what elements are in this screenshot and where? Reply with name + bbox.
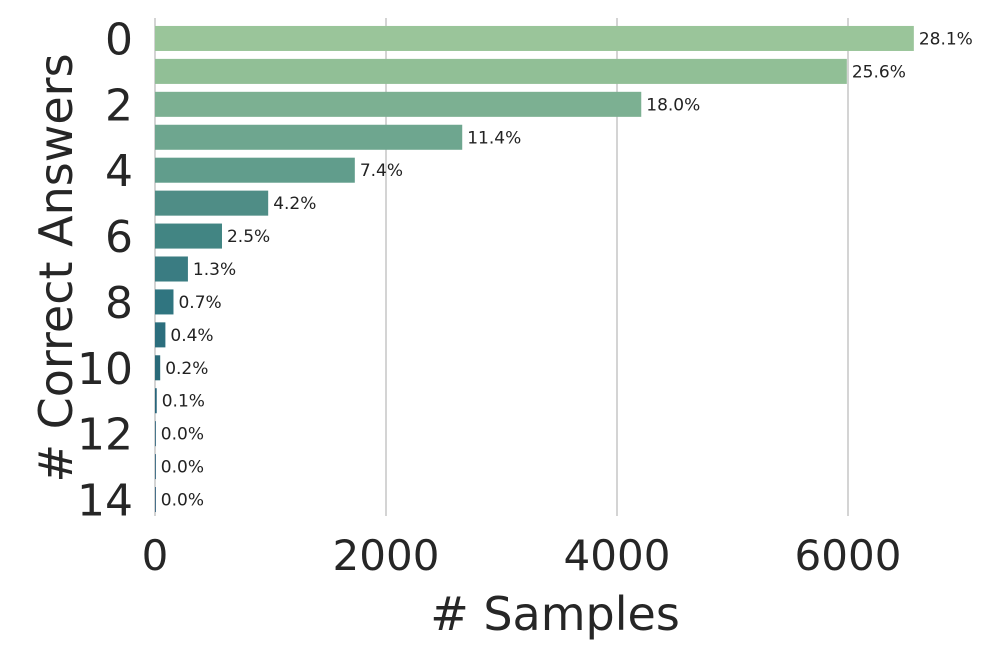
bar-10 — [155, 355, 161, 381]
data-labels: 28.1% 25.6% 18.0% 11.4% 7.4% 4.2%2.5% 1.3% 0.7%… — [161, 29, 973, 510]
data-label-0: 28.1% — [919, 29, 973, 49]
x-tick-2000: 2000 — [333, 531, 440, 580]
y-tick-0: 0 — [105, 14, 133, 65]
bar-11 — [155, 388, 157, 414]
bar-8 — [155, 289, 174, 315]
bar-7 — [155, 256, 188, 282]
x-axis-label: # Samples — [430, 587, 680, 641]
bar-0 — [155, 25, 914, 51]
bar-4 — [155, 157, 355, 183]
data-label-1: 25.6% — [852, 62, 906, 82]
x-tick-labels: 0 2000 4000 6000 — [142, 531, 902, 580]
y-tick-10: 10 — [77, 344, 133, 395]
y-tick-4: 4 — [105, 146, 133, 197]
y-tick-8: 8 — [105, 278, 133, 329]
x-tick-6000: 6000 — [795, 531, 902, 580]
y-tick-12: 12 — [77, 410, 133, 461]
data-label-5: 4.2% — [273, 194, 316, 214]
bar-9 — [155, 322, 166, 348]
data-label-6: 2.5% — [227, 227, 270, 247]
y-tick-2: 2 — [105, 80, 133, 131]
data-label-9: 0.4% — [170, 326, 213, 346]
data-label-2: 18.0% — [646, 95, 700, 115]
x-tick-4000: 4000 — [564, 531, 671, 580]
data-label-12: 0.0% — [161, 425, 204, 445]
bar-6 — [155, 223, 222, 249]
data-label-10: 0.2% — [165, 359, 208, 379]
bar-1 — [155, 58, 847, 84]
data-label-13: 0.0% — [161, 458, 204, 478]
data-label-7: 1.3% — [193, 260, 236, 280]
y-tick-14: 14 — [77, 476, 133, 527]
data-label-14: 0.0% — [161, 491, 204, 511]
data-label-11: 0.1% — [162, 392, 205, 412]
y-axis-label: # Correct Answers — [29, 53, 83, 482]
bar-2 — [155, 91, 642, 117]
y-tick-labels: 0 2 4 6 8 10 12 14 — [77, 14, 133, 526]
bar-14 — [155, 487, 156, 513]
data-label-8: 0.7% — [178, 293, 221, 313]
bar-5 — [155, 190, 269, 216]
bar-12 — [155, 421, 156, 447]
bars — [155, 25, 914, 513]
bar-13 — [155, 454, 156, 480]
data-label-3: 11.4% — [467, 128, 521, 148]
data-label-4: 7.4% — [360, 161, 403, 181]
bar-3 — [155, 124, 463, 150]
x-tick-0: 0 — [142, 531, 169, 580]
y-tick-6: 6 — [105, 212, 133, 263]
